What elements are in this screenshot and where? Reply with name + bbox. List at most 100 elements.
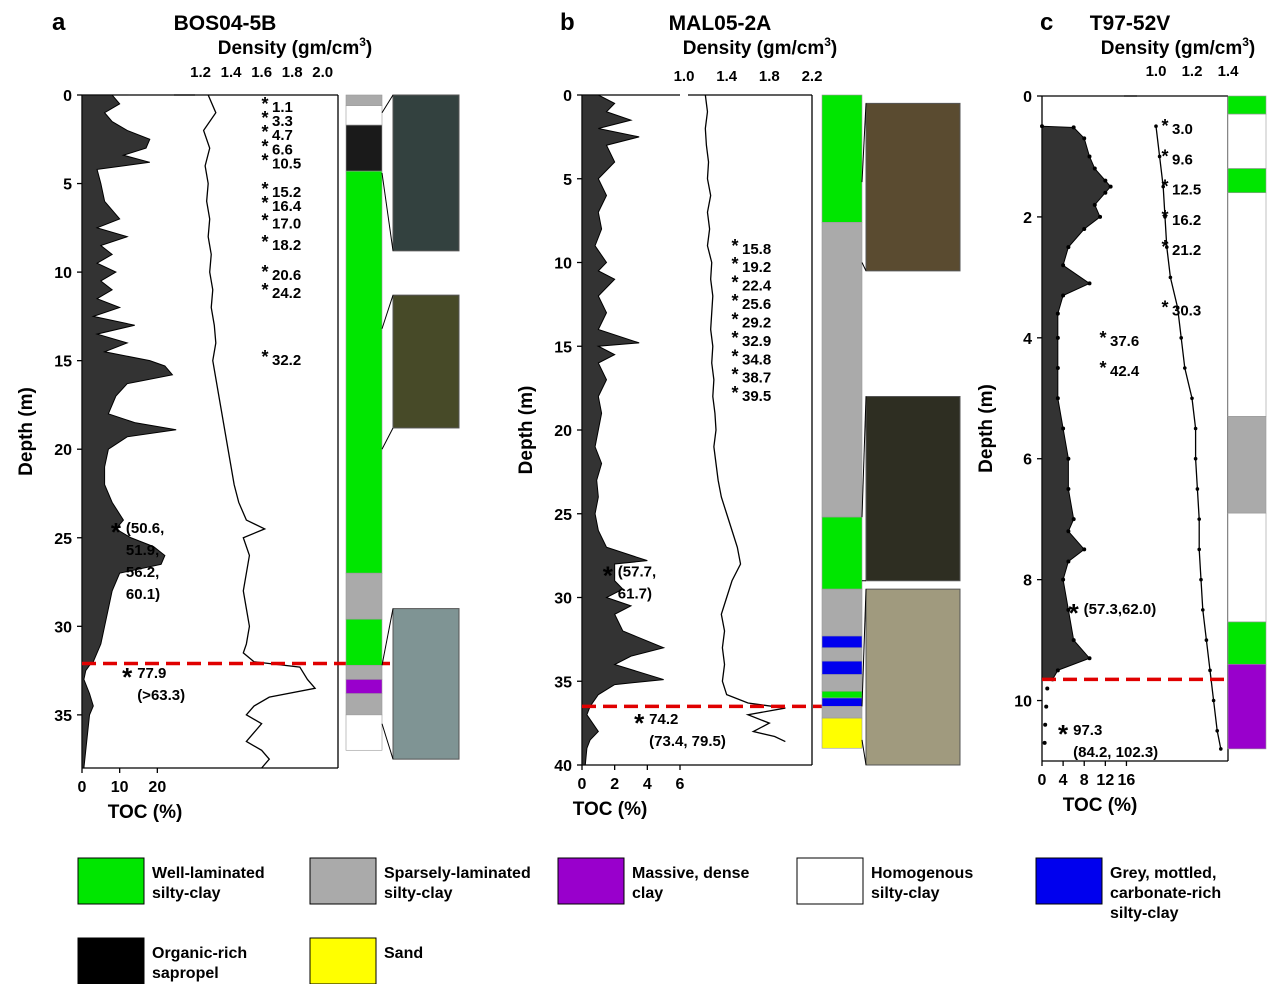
lithology-unit (821, 635, 863, 649)
panel-letter: b (560, 9, 575, 36)
toc-point (1087, 154, 1092, 159)
density-point (1179, 336, 1183, 340)
toc-point (1061, 293, 1066, 298)
toc-tick-label: 4 (643, 776, 652, 793)
density-point (1161, 184, 1165, 189)
density-point (1219, 747, 1223, 751)
date-label-blue: 60.1) (126, 586, 160, 603)
toc-point (1055, 335, 1060, 340)
photo-connector (381, 723, 394, 760)
legend-label: Grey, mottled, (1110, 865, 1216, 882)
lithology-unit (345, 693, 383, 716)
density-point (1197, 517, 1201, 521)
date-label-blue: (57.3,62.0) (1084, 601, 1157, 618)
density-tick-label: 1.4 (716, 68, 738, 85)
date-marker-red: * (731, 309, 738, 329)
lithology-unit (821, 94, 863, 223)
lithology-unit (345, 664, 383, 680)
date-marker-red: * (1161, 177, 1168, 197)
date-marker-blue: * (1058, 719, 1069, 749)
date-label: 15.8 (742, 241, 771, 258)
density-point (1163, 215, 1167, 219)
depth-tick-label: 10 (1014, 694, 1032, 711)
density-tick-label: 2.0 (312, 64, 333, 81)
toc-point (1044, 704, 1049, 709)
toc-point (1055, 668, 1060, 673)
date-marker-red: * (261, 179, 268, 199)
density-point (1183, 366, 1187, 370)
depth-tick-label: 15 (554, 339, 572, 356)
density-tick-label: 1.4 (1218, 63, 1240, 80)
photo-connector (861, 396, 867, 518)
toc-point (1061, 263, 1066, 268)
depth-tick-label: 5 (563, 172, 572, 189)
date-label: 3.3 (272, 113, 293, 130)
date-marker-red: * (731, 365, 738, 385)
density-tick-label: 1.4 (221, 64, 243, 81)
toc-tick-label: 8 (1080, 772, 1089, 789)
photo-connector (861, 739, 867, 766)
panel-title: BOS04-5B (174, 12, 277, 35)
date-marker-red: * (261, 94, 268, 114)
date-marker-red: * (731, 383, 738, 403)
toc-point (1066, 486, 1071, 491)
legend-label: Sparsely-laminated (384, 865, 531, 882)
toc-point (1042, 740, 1047, 745)
legend-item: Sparsely-laminated silty-clay (309, 857, 531, 905)
density-point (1154, 124, 1158, 129)
toc-point (1082, 136, 1087, 141)
density-point (1195, 487, 1200, 491)
date-label: 1.1 (272, 99, 293, 116)
depth-tick-label: 10 (54, 265, 72, 282)
date-marker-blue: * (111, 517, 122, 547)
density-tick-label: 1.6 (251, 64, 272, 81)
date-marker-red: * (1161, 298, 1168, 318)
legend-label: carbonate-rich (1110, 885, 1221, 902)
lithology-unit (345, 618, 383, 666)
panel-title: MAL05-2A (669, 12, 772, 35)
density-point (1165, 245, 1169, 249)
date-label: 37.6 (1110, 333, 1139, 350)
date-marker-red: * (261, 151, 268, 171)
toc-tick-label: 20 (148, 779, 166, 796)
legend-label: Massive, dense (632, 865, 750, 882)
density-line (704, 94, 786, 743)
date-label: 24.2 (272, 285, 301, 302)
toc-point (1043, 722, 1048, 727)
toc-point (1066, 529, 1071, 534)
date-marker-red: * (1161, 116, 1168, 136)
toc-point (1061, 426, 1066, 431)
density-point (1211, 698, 1216, 703)
date-marker-red: * (261, 262, 268, 282)
depth-axis-title: Depth (m) (976, 384, 997, 473)
toc-point (1082, 547, 1087, 552)
lithology-unit (821, 674, 863, 692)
date-marker-red: * (1099, 328, 1106, 348)
toc-tick-label: 4 (1059, 772, 1068, 789)
toc-axis-title: TOC (%) (1063, 795, 1138, 816)
lithology-unit (1227, 192, 1267, 417)
density-axis-title: Density (gm/cm3) (1101, 35, 1256, 59)
date-label: 42.4 (1110, 363, 1140, 380)
photo-connector (381, 608, 394, 666)
lithology-unit (345, 94, 383, 106)
date-marker-blue: * (634, 708, 645, 738)
date-label: 15.2 (272, 184, 301, 201)
legend-label: sapropel (152, 965, 219, 982)
depth-axis-title: Depth (m) (516, 386, 537, 475)
density-line (1155, 126, 1222, 750)
legend-swatch (1035, 857, 1103, 905)
date-label-blue: 61.7) (618, 585, 652, 602)
date-label: 21.2 (1172, 242, 1201, 259)
depth-tick-label: 15 (54, 354, 72, 371)
toc-point (1071, 517, 1076, 522)
photo-connector (381, 94, 394, 113)
date-label-blue: 51.9, (126, 542, 159, 559)
date-marker-red: * (261, 136, 268, 156)
depth-tick-label: 30 (54, 619, 72, 636)
toc-point (1098, 214, 1103, 219)
date-marker-red: * (731, 328, 738, 348)
toc-point (1061, 577, 1066, 582)
depth-tick-label: 35 (54, 708, 72, 725)
date-label: 30.3 (1172, 303, 1201, 320)
